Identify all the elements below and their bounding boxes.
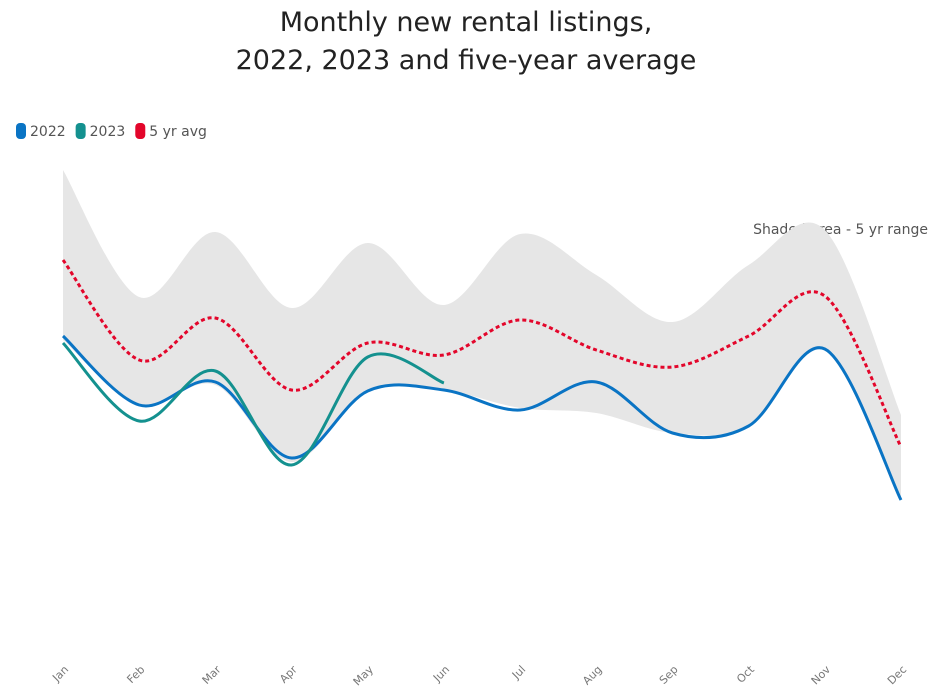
x-tick-label: Aug: [580, 663, 604, 687]
x-tick-label: Jun: [430, 663, 452, 685]
x-tick-label: Jul: [509, 663, 528, 682]
x-tick-label: Feb: [124, 663, 147, 686]
chart-title: Monthly new rental listings, 2022, 2023 …: [235, 7, 697, 76]
x-tick-label: Mar: [200, 663, 224, 687]
legend-label: 2023: [90, 124, 126, 140]
x-tick-label: Jan: [49, 663, 71, 685]
legend-label: 2022: [30, 124, 66, 140]
line: [61, 259, 903, 448]
x-tick-label: Apr: [277, 663, 300, 686]
legend-swatch: [75, 123, 86, 139]
line: [61, 334, 903, 501]
x-tick-label: Dec: [885, 663, 909, 687]
x-tick-label: Nov: [809, 663, 834, 688]
x-tick-label: Oct: [734, 663, 757, 686]
x-tick-label: May: [351, 663, 377, 689]
legend-swatch: [16, 123, 26, 139]
legend-swatch: [135, 123, 146, 139]
annotation: Shaded area - 5 yr range: [753, 222, 928, 238]
range-band: [63, 170, 901, 500]
legend-label: 5 yr avg: [149, 124, 207, 140]
line: [61, 341, 445, 467]
x-tick-label: Sep: [657, 663, 681, 687]
